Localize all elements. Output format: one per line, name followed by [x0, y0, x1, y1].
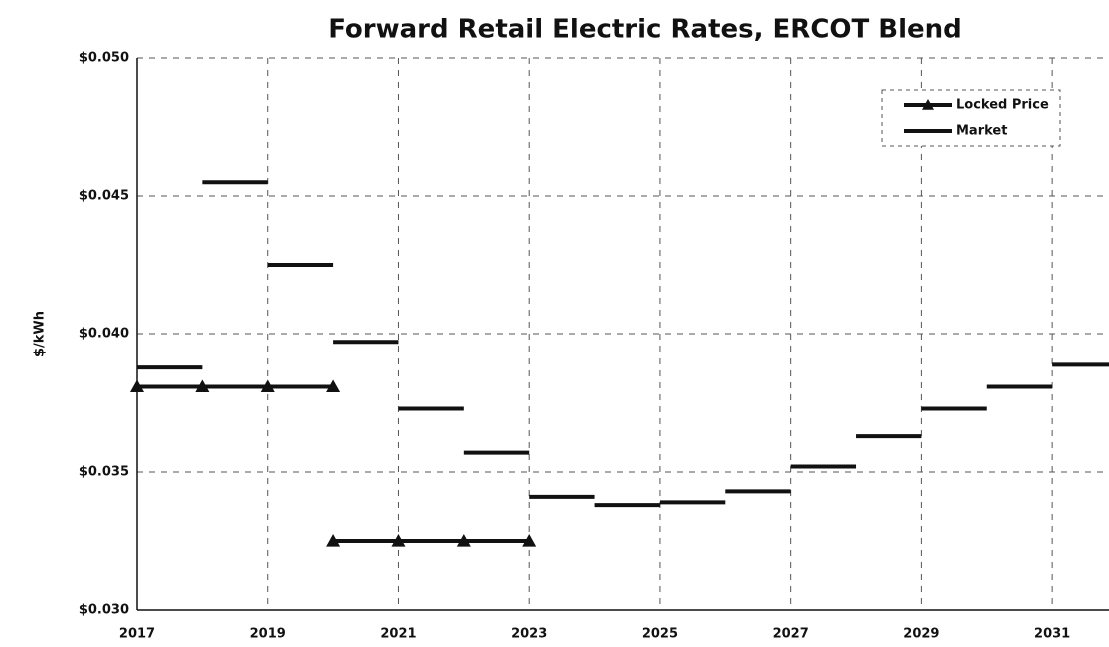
- y-tick-label: $0.045: [79, 189, 129, 204]
- x-tick-label: 2025: [642, 627, 678, 642]
- marker: [260, 379, 275, 393]
- legend-label: Market: [956, 124, 1007, 139]
- y-tick-label: $0.030: [79, 603, 129, 618]
- marker: [522, 534, 537, 547]
- marker: [326, 534, 341, 547]
- marker: [130, 379, 144, 393]
- x-tick-label: 2019: [250, 627, 286, 642]
- x-tick-label: 2027: [773, 627, 809, 642]
- x-tick-label: 2017: [119, 627, 155, 642]
- marker: [391, 534, 406, 547]
- marker: [456, 534, 471, 547]
- marker: [326, 379, 341, 393]
- y-tick-label: $0.040: [79, 327, 129, 342]
- legend-box: [881, 89, 1061, 147]
- chart-title: Forward Retail Electric Rates, ERCOT Ble…: [328, 15, 962, 45]
- y-tick-label: $0.050: [79, 51, 129, 66]
- legend-marker: [922, 99, 934, 110]
- x-tick-label: 2021: [380, 627, 416, 642]
- x-tick-label: 2023: [511, 627, 547, 642]
- marker: [195, 379, 210, 393]
- x-tick-label: 2029: [903, 627, 939, 642]
- y-axis-label: $/kWh: [33, 311, 48, 357]
- x-tick-label: 2031: [1034, 627, 1070, 642]
- y-tick-label: $0.035: [79, 465, 129, 480]
- legend-label: Locked Price: [956, 98, 1049, 113]
